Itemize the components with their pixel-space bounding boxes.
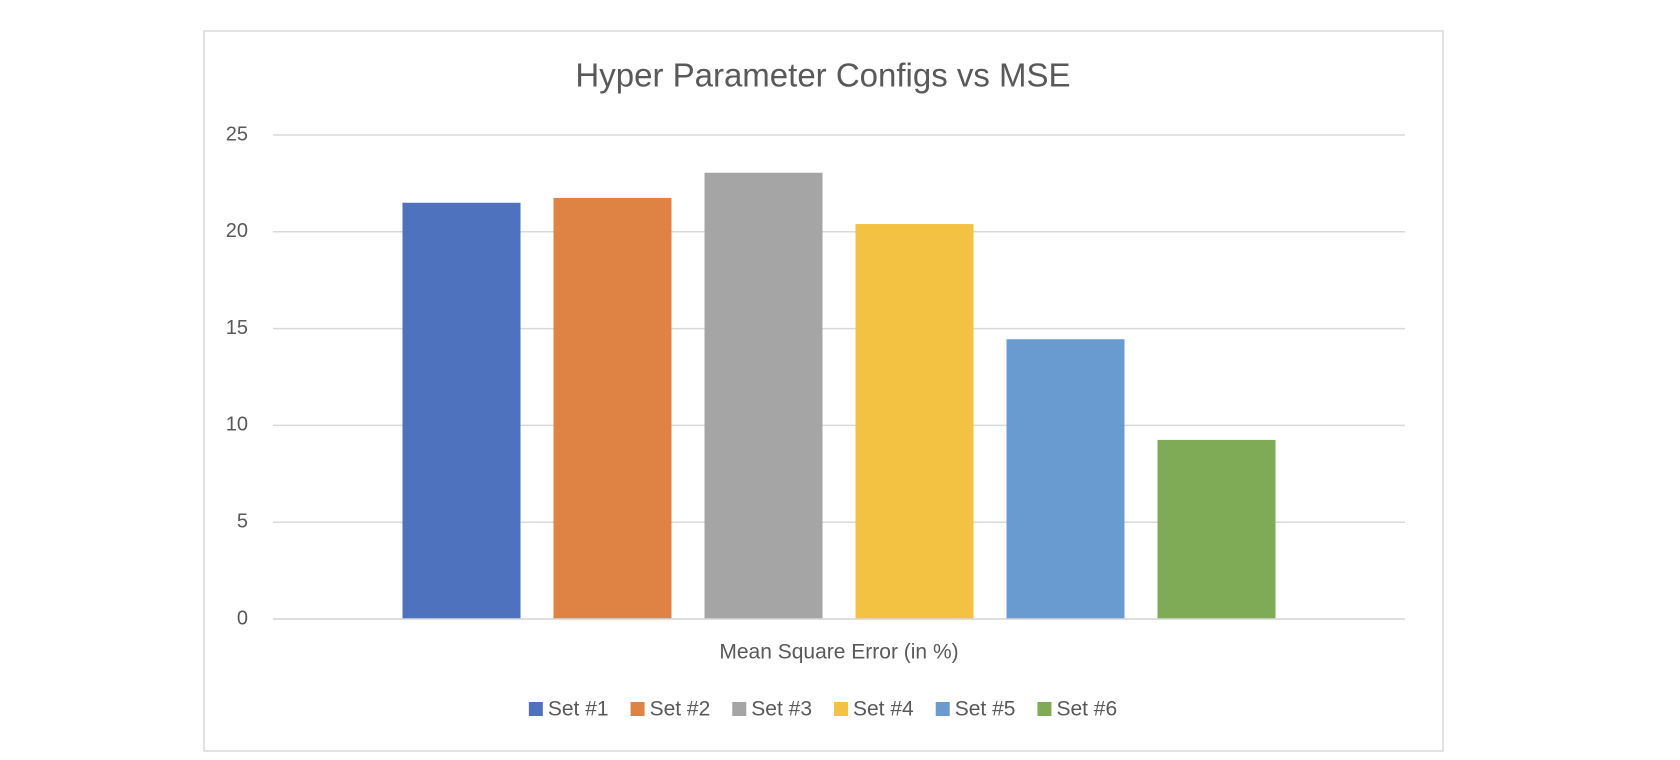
legend-label: Set #4 [853, 698, 914, 721]
bar [1006, 339, 1125, 619]
legend-swatch [732, 702, 747, 716]
legend-swatch [528, 702, 543, 716]
y-tick-label: 10 [226, 414, 248, 436]
legend-swatch [935, 702, 950, 716]
bar [855, 224, 974, 619]
legend-label: Set #2 [650, 698, 711, 721]
x-tick-label: Mean Square Error (in %) [719, 641, 958, 664]
y-tick-label: 0 [237, 607, 248, 629]
legend-label: Set #3 [751, 698, 812, 721]
y-tick-label: 25 [226, 123, 248, 145]
legend-label: Set #1 [548, 698, 609, 721]
legend-label: Set #6 [1056, 698, 1117, 721]
legend-swatch [834, 702, 848, 716]
y-tick-label: 15 [226, 317, 248, 339]
legend-swatch [1037, 702, 1052, 716]
legend-swatch [630, 702, 645, 716]
bar [704, 172, 823, 619]
legend-label: Set #5 [955, 698, 1016, 721]
bar [1157, 439, 1276, 619]
y-tick-label: 5 [237, 510, 248, 532]
bar [553, 197, 672, 620]
y-tick-label: 20 [226, 220, 248, 242]
bar [402, 202, 521, 619]
chart-title: Hyper Parameter Configs vs MSE [575, 57, 1070, 94]
